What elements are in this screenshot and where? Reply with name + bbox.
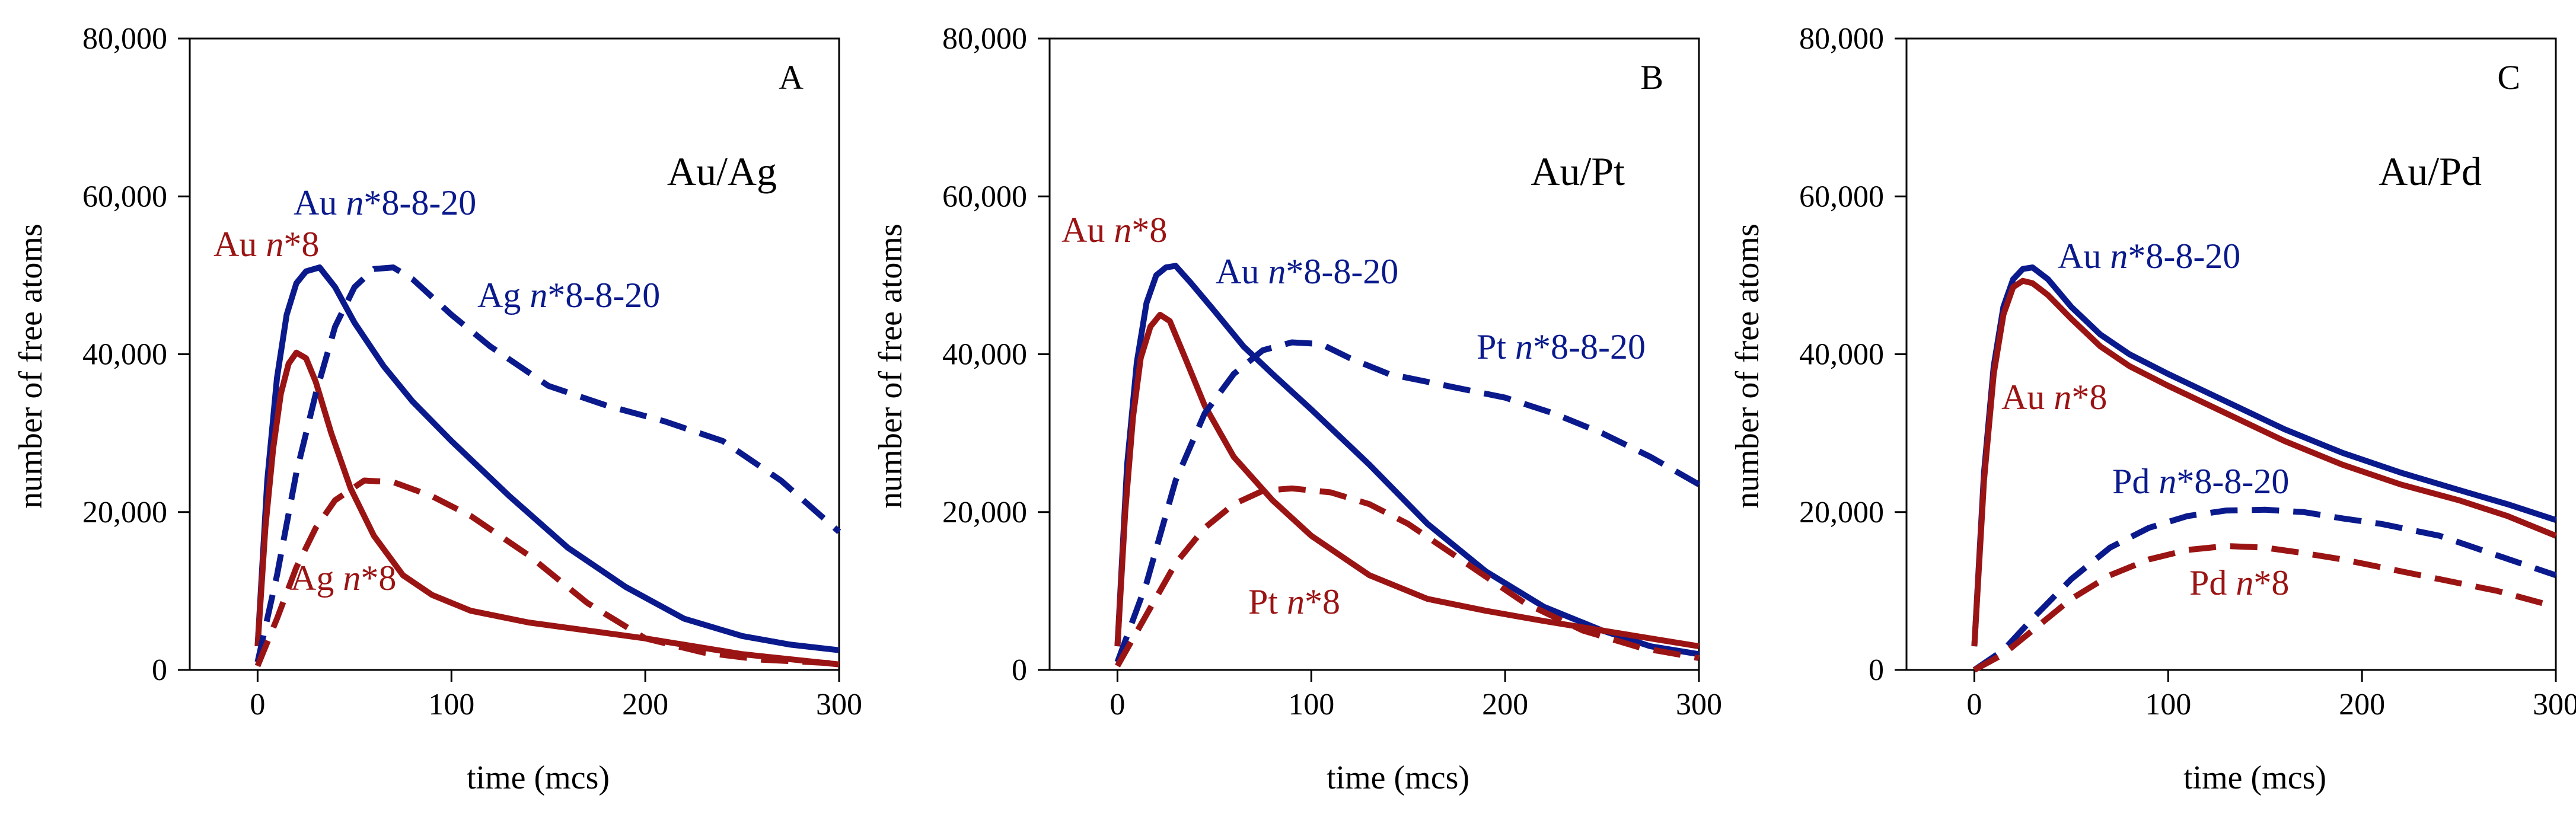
series-line-pt-n-8-8-20 (1114, 339, 1701, 663)
x-tick-label: 0 (1966, 688, 1982, 722)
x-tick-label: 200 (1482, 688, 1528, 722)
series-label: Pd n*8-8-20 (2112, 462, 2289, 501)
series-label: Pt n*8 (1248, 582, 1340, 621)
series-label: Au n*8 (1061, 210, 1167, 250)
x-tick-label: 0 (1110, 688, 1125, 722)
system-label: Au/Ag (667, 149, 777, 194)
x-axis-label: time (mcs) (467, 759, 610, 796)
x-tick-label: 200 (2339, 688, 2385, 722)
y-tick-label: 40,000 (942, 338, 1027, 372)
plot-frame (189, 37, 840, 671)
series-label: Au n*8 (213, 225, 319, 264)
series-label: Pt n*8-8-20 (1477, 327, 1646, 366)
series-label: Ag n*8 (291, 558, 396, 598)
series-line-pt-n-8 (1115, 485, 1700, 668)
y-tick-label: 20,000 (82, 496, 167, 529)
y-tick-label: 20,000 (942, 496, 1027, 529)
series-label: Au n*8-8-20 (294, 183, 476, 222)
panel-c: 0 20,000 40,000 60,000 80,000 0 100 200 300 time … (1729, 22, 2576, 796)
series-line-ag-n-8 (254, 477, 840, 668)
x-tick-label: 100 (2145, 688, 2191, 722)
panel-letter: A (779, 58, 804, 97)
y-tick-label: 40,000 (1799, 338, 1884, 372)
y-tick-label: 0 (1869, 653, 1884, 687)
x-tick-label: 300 (816, 688, 862, 722)
series-line-au-n-8 (254, 349, 840, 668)
series-line-pd-n-8-8-20 (1972, 506, 2557, 673)
x-tick-label: 300 (1676, 688, 1722, 722)
system-label: Au/Pt (1531, 149, 1625, 194)
y-axis-label: number of free atoms (12, 224, 49, 508)
y-tick-label: 20,000 (1799, 496, 1884, 529)
series-line-au-n-8-8-20 (254, 264, 840, 653)
series-label: Pd n*8 (2189, 563, 2289, 602)
y-tick-label: 80,000 (82, 22, 167, 56)
y-tick-label: 0 (1012, 653, 1027, 687)
y-axis-label: number of free atoms (1729, 224, 1766, 508)
panel-b: 0 20,000 40,000 60,000 80,000 0 100 200 300 time … (872, 22, 1722, 796)
series-label: Au n*8-8-20 (2058, 237, 2240, 276)
x-axis-label: time (mcs) (2183, 759, 2326, 796)
x-tick-label: 200 (622, 688, 668, 722)
x-tick-label: 100 (1288, 688, 1334, 722)
y-tick-label: 0 (152, 653, 167, 687)
panel-letter: C (2497, 58, 2520, 97)
y-tick-label: 60,000 (82, 180, 167, 213)
system-label: Au/Pd (2379, 149, 2482, 194)
y-tick-label: 80,000 (1799, 22, 1884, 56)
y-axis-label: number of free atoms (872, 224, 909, 508)
y-tick-label: 60,000 (1799, 180, 1884, 213)
series-line-ag-n-8-8-20 (254, 264, 841, 663)
y-tick-label: 40,000 (82, 338, 167, 372)
series-label: Au n*8 (2001, 378, 2107, 417)
panel-letter: B (1640, 58, 1663, 97)
panel-a: 0 20,000 40,000 60,000 80,000 0 100 200 300 time … (12, 22, 862, 796)
series-line-au-n-8 (1971, 277, 2557, 647)
x-tick-label: 0 (250, 688, 265, 722)
y-tick-label: 60,000 (942, 180, 1027, 213)
series-label: Ag n*8-8-20 (477, 276, 660, 315)
series-line-pd-n-8 (1973, 543, 2557, 673)
x-axis-label: time (mcs) (1327, 759, 1469, 796)
x-tick-label: 100 (428, 688, 474, 722)
y-tick-label: 80,000 (942, 22, 1027, 56)
x-tick-label: 300 (2533, 688, 2576, 722)
series-line-au-n-8-8-20 (1114, 263, 1700, 657)
series-line-au-n-8 (1114, 311, 1700, 650)
series-label: Au n*8-8-20 (1216, 252, 1398, 291)
